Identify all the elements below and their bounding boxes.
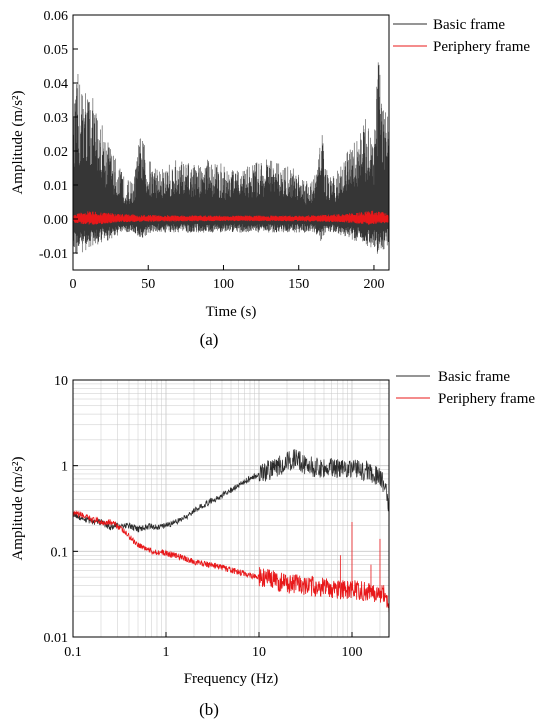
x-tick-label-b: 1 bbox=[162, 645, 169, 660]
y-tick-label-b: 0.1 bbox=[51, 545, 69, 560]
panel-label-b: (b) bbox=[199, 700, 219, 719]
x-tick-label-a: 200 bbox=[363, 277, 384, 292]
axes-frame-a bbox=[72, 14, 390, 271]
y-tick-label-a: -0.01 bbox=[39, 247, 68, 262]
legend-label-b: Periphery frame bbox=[438, 391, 535, 407]
y-tick-label-a: 0.04 bbox=[44, 77, 69, 92]
y-tick-label-a: 0.02 bbox=[44, 145, 69, 160]
y-tick-label-a: 0.03 bbox=[44, 111, 69, 126]
y-tick-label-b: 1 bbox=[61, 460, 68, 475]
x-tick-label-b: 0.1 bbox=[64, 645, 82, 660]
x-axis-title-b: Frequency (Hz) bbox=[184, 671, 279, 687]
y-tick-label-b: 10 bbox=[54, 374, 68, 389]
legend-b: Basic frame Periphery frame bbox=[396, 369, 535, 407]
y-tick-label-a: 0.05 bbox=[44, 43, 69, 58]
x-tick-label-a: 150 bbox=[288, 277, 309, 292]
y-tick-label-b: 0.01 bbox=[44, 631, 69, 646]
x-tick-label-a: 100 bbox=[213, 277, 234, 292]
y-tick-label-a: 0.01 bbox=[44, 179, 69, 194]
series-periphery-frame-b bbox=[72, 510, 390, 617]
axes-frame-b bbox=[72, 379, 390, 638]
y-tick-label-a: 0.00 bbox=[44, 213, 69, 228]
x-tick-label-a: 0 bbox=[70, 277, 77, 292]
x-axis-title-a: Time (s) bbox=[206, 304, 257, 320]
x-tick-label-a: 50 bbox=[141, 277, 155, 292]
legend-a: Basic frame Periphery frame bbox=[393, 17, 530, 55]
chart-a: 0 50 100 150 200 -0.01 0.00 0.01 0.02 0.03 0.04 0.0… bbox=[10, 9, 530, 349]
x-tick-label-b: 10 bbox=[252, 645, 266, 660]
y-axis-title-b: Amplitude (m/s²) bbox=[10, 456, 26, 560]
y-tick-label-a: 0.06 bbox=[44, 9, 69, 24]
legend-label-b: Basic frame bbox=[438, 369, 510, 385]
panel-label-a: (a) bbox=[200, 330, 219, 349]
legend-label-a: Basic frame bbox=[433, 17, 505, 33]
x-tick-label-b: 100 bbox=[341, 645, 362, 660]
series-basic-frame-b bbox=[72, 449, 390, 533]
y-axis-title-a: Amplitude (m/s²) bbox=[10, 90, 26, 194]
legend-label-a: Periphery frame bbox=[433, 39, 530, 55]
